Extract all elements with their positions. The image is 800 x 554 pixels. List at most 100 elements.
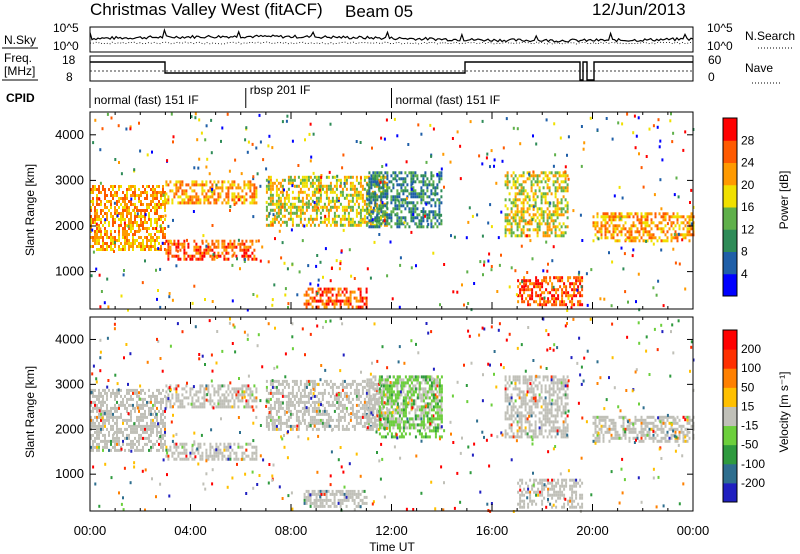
data-cell — [418, 195, 421, 199]
data-cell — [130, 227, 132, 230]
data-cell — [175, 254, 178, 258]
noise-cell — [618, 185, 621, 189]
data-cell — [365, 403, 368, 407]
data-cell — [114, 212, 116, 215]
data-cell — [201, 239, 204, 243]
data-cell — [422, 219, 425, 223]
data-cell — [335, 178, 338, 182]
data-cell — [110, 194, 112, 197]
data-cell — [100, 200, 102, 203]
data-cell — [217, 195, 220, 199]
data-cell — [150, 194, 152, 197]
data-cell — [524, 219, 527, 223]
data-cell — [519, 282, 522, 286]
data-cell — [185, 384, 188, 388]
data-cell — [138, 224, 140, 227]
data-cell — [102, 445, 104, 449]
data-cell — [271, 418, 274, 422]
data-cell — [275, 385, 278, 389]
data-cell — [428, 195, 431, 199]
data-cell — [327, 498, 330, 502]
data-cell — [225, 201, 228, 205]
data-cell — [130, 394, 132, 398]
data-cell — [321, 302, 324, 306]
data-cell — [136, 224, 138, 227]
data-cell — [402, 198, 405, 202]
data-cell — [368, 186, 371, 190]
data-cell — [223, 239, 226, 243]
data-cell — [333, 287, 336, 291]
data-cell — [295, 196, 298, 200]
data-cell — [534, 174, 537, 178]
data-cell — [205, 451, 208, 455]
data-cell — [672, 236, 675, 240]
data-cell — [128, 245, 130, 248]
data-cell — [150, 421, 152, 425]
data-cell — [317, 418, 320, 422]
data-cell — [616, 233, 619, 237]
data-cell — [383, 175, 386, 179]
data-cell — [325, 223, 328, 227]
data-cell — [165, 239, 168, 243]
noise-cell — [684, 130, 687, 134]
data-cell — [231, 393, 234, 397]
data-cell — [327, 199, 330, 203]
data-cell — [438, 204, 441, 208]
data-cell — [522, 198, 525, 202]
data-cell — [285, 406, 288, 410]
noise-cell — [251, 142, 254, 146]
data-cell — [138, 200, 140, 203]
noise-cell — [342, 228, 345, 232]
data-cell — [297, 205, 300, 209]
data-cell — [343, 293, 346, 297]
data-cell — [642, 215, 645, 219]
data-cell — [124, 224, 126, 227]
data-cell — [438, 177, 441, 181]
data-cell — [311, 406, 314, 410]
data-cell — [321, 397, 324, 401]
data-cell — [554, 228, 557, 232]
data-cell — [100, 212, 102, 215]
data-cell — [562, 231, 565, 235]
data-cell — [544, 231, 547, 235]
data-cell — [333, 214, 336, 218]
data-cell — [327, 220, 330, 224]
data-cell — [365, 400, 368, 404]
noise-cell — [583, 141, 586, 145]
data-cell — [363, 415, 366, 419]
data-cell — [307, 202, 310, 206]
data-cell — [251, 390, 254, 394]
data-cell — [564, 186, 567, 190]
data-cell — [594, 221, 597, 225]
data-cell — [313, 501, 316, 505]
data-cell — [337, 415, 340, 419]
data-cell — [301, 205, 304, 209]
data-cell — [285, 208, 288, 212]
data-cell — [392, 195, 395, 199]
data-cell — [209, 189, 212, 193]
data-cell — [313, 296, 316, 300]
data-cell — [376, 216, 379, 220]
data-cell — [279, 190, 282, 194]
data-cell — [363, 178, 366, 182]
data-cell — [359, 492, 362, 496]
data-cell — [335, 492, 338, 496]
data-cell — [551, 294, 554, 298]
data-cell — [104, 212, 106, 215]
data-cell — [604, 236, 607, 240]
data-cell — [357, 501, 360, 505]
noise-cell — [463, 303, 465, 307]
data-cell — [183, 451, 186, 455]
noise-cell — [552, 245, 555, 249]
data-cell — [110, 448, 112, 452]
data-cell — [213, 457, 216, 461]
data-cell — [225, 186, 228, 190]
data-cell — [426, 213, 429, 217]
data-cell — [319, 205, 322, 209]
data-cell — [217, 186, 220, 190]
noise-cell — [661, 158, 664, 162]
data-cell — [526, 177, 529, 181]
data-cell — [606, 236, 609, 240]
data-cell — [528, 219, 531, 223]
data-cell — [253, 201, 256, 205]
